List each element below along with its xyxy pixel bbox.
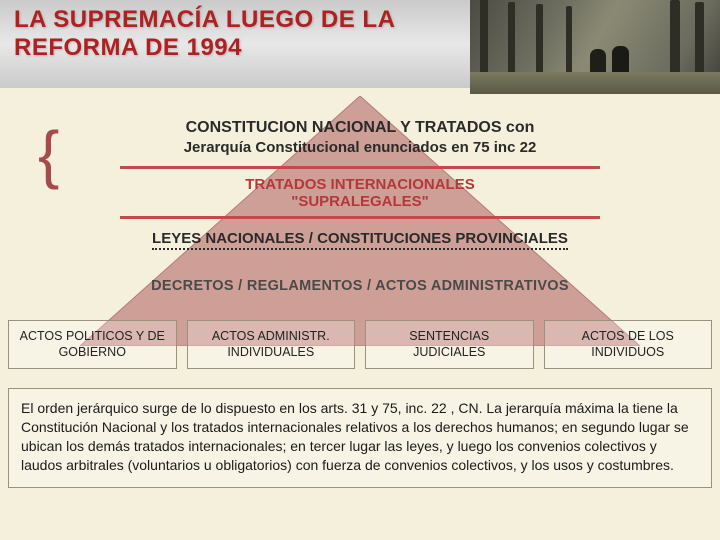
- base-box-2: ACTOS ADMINISTR. INDIVIDUALES: [187, 320, 356, 369]
- header-banner: LA SUPREMACÍA LUEGO DE LA REFORMA DE 199…: [0, 0, 720, 88]
- pyramid-level-4: DECRETOS / REGLAMENTOS / ACTOS ADMINISTR…: [60, 278, 660, 294]
- header-photo: [470, 0, 720, 94]
- level4-text: DECRETOS / REGLAMENTOS / ACTOS ADMINISTR…: [151, 278, 569, 294]
- level1-line1: CONSTITUCION NACIONAL Y TRATADOS con: [186, 119, 535, 136]
- level2-line2: "SUPRALEGALES": [291, 193, 429, 210]
- base-box-4: ACTOS DE LOS INDIVIDUOS: [544, 320, 713, 369]
- base-box-3: SENTENCIAS JUDICIALES: [365, 320, 534, 369]
- level3-text: LEYES NACIONALES / CONSTITUCIONES PROVIN…: [152, 230, 568, 250]
- base-boxes-row: ACTOS POLITICOS Y DE GOBIERNO ACTOS ADMI…: [8, 320, 712, 369]
- explanation-box: El orden jerárquico surge de lo dispuest…: [8, 388, 712, 488]
- hierarchy-pyramid: { CONSTITUCION NACIONAL Y TRATADOS con J…: [0, 96, 720, 356]
- pyramid-level-2: TRATADOS INTERNACIONALES "SUPRALEGALES": [60, 176, 660, 211]
- level2-line1: TRATADOS INTERNACIONALES: [245, 176, 474, 193]
- level1-line2: Jerarquía Constitucional enunciados en 7…: [184, 139, 537, 156]
- divider-1: [120, 166, 600, 169]
- base-box-1: ACTOS POLITICOS Y DE GOBIERNO: [8, 320, 177, 369]
- brace-icon: {: [38, 122, 59, 186]
- pyramid-level-1: CONSTITUCION NACIONAL Y TRATADOS con Jer…: [60, 118, 660, 158]
- divider-2: [120, 216, 600, 219]
- page-title: LA SUPREMACÍA LUEGO DE LA REFORMA DE 199…: [14, 6, 440, 61]
- pyramid-level-3: LEYES NACIONALES / CONSTITUCIONES PROVIN…: [60, 230, 660, 247]
- explanation-text: El orden jerárquico surge de lo dispuest…: [21, 400, 689, 473]
